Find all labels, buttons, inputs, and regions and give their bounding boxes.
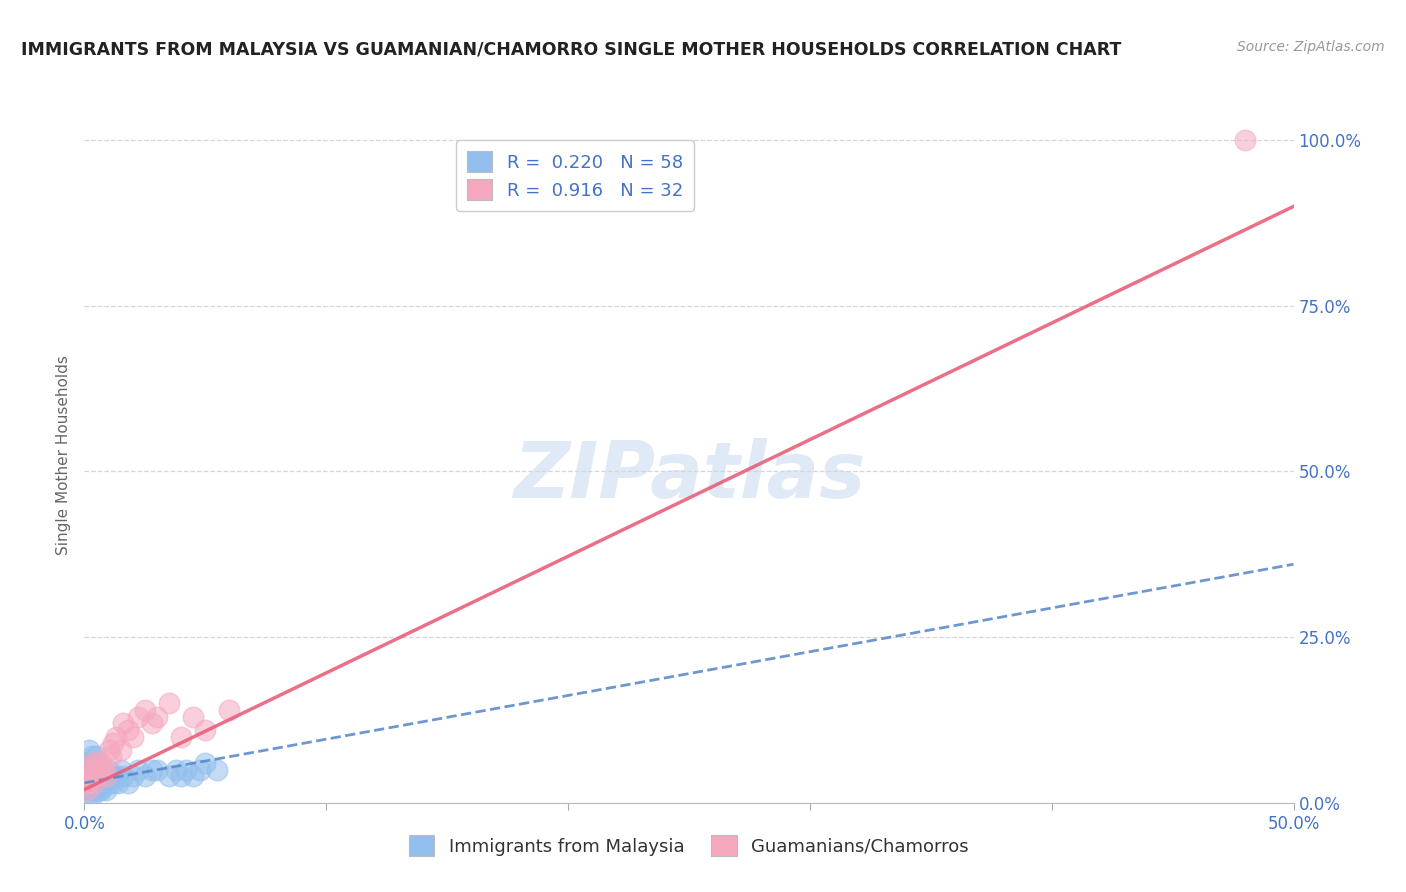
Point <box>121 730 143 744</box>
Y-axis label: Single Mother Households: Single Mother Households <box>56 355 72 555</box>
Point <box>97 763 120 777</box>
Point <box>181 769 204 783</box>
Point <box>77 782 100 797</box>
Point <box>104 730 127 744</box>
Point <box>127 763 149 777</box>
Point <box>77 776 100 790</box>
Point <box>77 763 100 777</box>
Point <box>146 763 169 777</box>
Point <box>76 769 98 783</box>
Point <box>83 776 105 790</box>
Text: Source: ZipAtlas.com: Source: ZipAtlas.com <box>1237 40 1385 54</box>
Point <box>80 763 103 777</box>
Point <box>218 703 240 717</box>
Point <box>103 776 125 790</box>
Point <box>77 769 100 783</box>
Point <box>94 769 117 783</box>
Point <box>1234 133 1257 147</box>
Point <box>194 756 217 770</box>
Point <box>87 763 110 777</box>
Point <box>90 763 112 777</box>
Point <box>134 703 156 717</box>
Point <box>97 743 120 757</box>
Point <box>77 756 100 770</box>
Point <box>141 763 163 777</box>
Point <box>90 756 112 770</box>
Point <box>80 782 103 797</box>
Point <box>80 749 103 764</box>
Point <box>76 782 98 797</box>
Point <box>86 782 108 797</box>
Point <box>76 776 98 790</box>
Point <box>76 776 98 790</box>
Point <box>87 769 110 783</box>
Point <box>83 763 105 777</box>
Point <box>174 763 197 777</box>
Point <box>141 716 163 731</box>
Point <box>94 782 117 797</box>
Point <box>121 769 143 783</box>
Point <box>94 769 117 783</box>
Point <box>93 763 115 777</box>
Point <box>157 769 180 783</box>
Point <box>83 769 105 783</box>
Point <box>100 749 122 764</box>
Point <box>86 749 108 764</box>
Point <box>90 782 112 797</box>
Point <box>83 782 105 797</box>
Point <box>83 776 105 790</box>
Point <box>100 769 122 783</box>
Point <box>76 756 98 770</box>
Point <box>86 769 108 783</box>
Point <box>112 716 135 731</box>
Point <box>86 763 108 777</box>
Text: IMMIGRANTS FROM MALAYSIA VS GUAMANIAN/CHAMORRO SINGLE MOTHER HOUSEHOLDS CORRELAT: IMMIGRANTS FROM MALAYSIA VS GUAMANIAN/CH… <box>21 40 1122 58</box>
Point <box>87 782 110 797</box>
Point <box>146 709 169 723</box>
Point <box>110 743 132 757</box>
Text: ZIPatlas: ZIPatlas <box>513 438 865 514</box>
Point <box>207 763 229 777</box>
Point <box>80 769 103 783</box>
Point <box>170 730 193 744</box>
Point <box>165 763 187 777</box>
Point <box>77 763 100 777</box>
Point <box>76 782 98 797</box>
Point <box>110 763 132 777</box>
Legend: Immigrants from Malaysia, Guamanians/Chamorros: Immigrants from Malaysia, Guamanians/Cha… <box>402 828 976 863</box>
Point <box>97 776 120 790</box>
Point <box>181 709 204 723</box>
Point <box>80 776 103 790</box>
Point <box>117 776 139 790</box>
Point <box>103 736 125 750</box>
Point <box>170 769 193 783</box>
Point <box>194 723 217 737</box>
Point <box>76 763 98 777</box>
Point <box>87 776 110 790</box>
Point <box>190 763 212 777</box>
Point <box>127 709 149 723</box>
Point <box>77 789 100 804</box>
Point <box>86 776 108 790</box>
Point <box>80 756 103 770</box>
Point <box>80 769 103 783</box>
Point <box>134 769 156 783</box>
Point <box>157 697 180 711</box>
Point <box>77 776 100 790</box>
Point <box>107 776 129 790</box>
Point <box>80 789 103 804</box>
Point <box>104 769 127 783</box>
Point <box>86 756 108 770</box>
Point <box>90 776 112 790</box>
Point <box>93 776 115 790</box>
Point <box>83 763 105 777</box>
Point <box>117 723 139 737</box>
Point <box>77 743 100 757</box>
Point <box>112 769 135 783</box>
Point <box>93 769 115 783</box>
